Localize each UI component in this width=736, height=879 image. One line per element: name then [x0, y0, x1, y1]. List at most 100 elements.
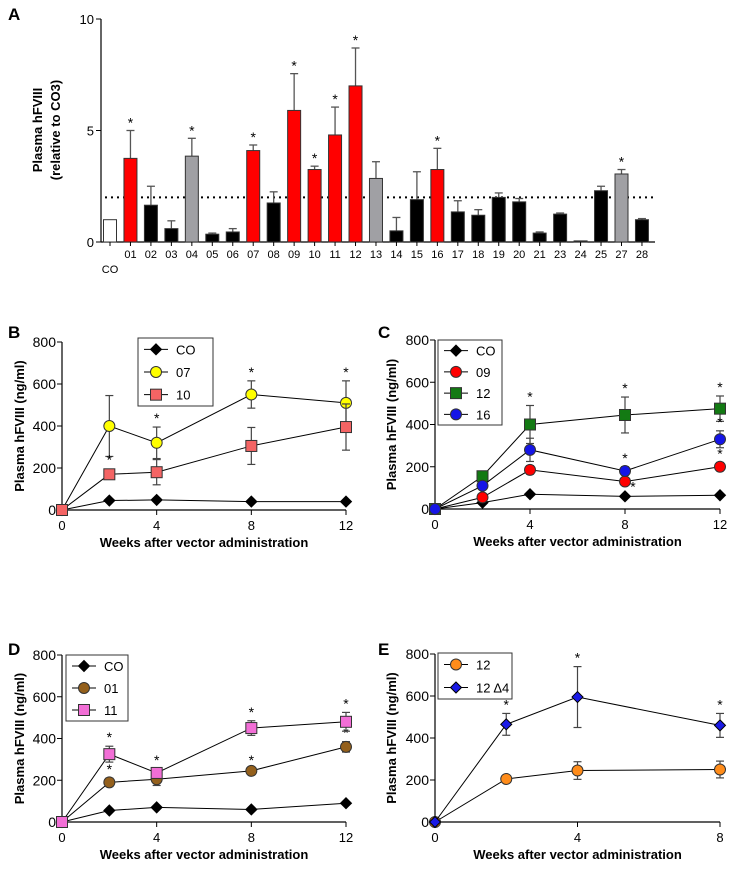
- bar-16: [430, 169, 445, 243]
- x-tick-label: 14: [390, 249, 402, 261]
- significance-star: *: [717, 379, 723, 395]
- bar-11: [328, 134, 343, 243]
- x-tick-label: 08: [268, 249, 280, 261]
- x-tick-label: 04: [186, 249, 198, 261]
- series-CO: [55, 493, 353, 517]
- y-tick-label: 800: [406, 332, 430, 348]
- data-point: [524, 443, 536, 456]
- bar-04: [184, 155, 199, 243]
- x-tick-label: 06: [227, 249, 239, 261]
- significance-star: *: [622, 450, 628, 466]
- y-tick-label: 0: [421, 814, 429, 830]
- legend-marker: [450, 408, 462, 421]
- significance-star: *: [128, 115, 134, 131]
- x-tick-label: 0: [431, 830, 438, 845]
- legend-box: [437, 652, 513, 700]
- series-line: [61, 721, 347, 823]
- significance-star: *: [343, 364, 349, 380]
- y-tick-label: 600: [406, 374, 430, 390]
- data-point: [245, 495, 258, 508]
- y-tick-label: 200: [406, 772, 430, 788]
- bar-09: [287, 109, 302, 243]
- x-tick-label: 8: [621, 517, 628, 532]
- data-point: [618, 490, 632, 503]
- y-tick-label: 800: [406, 646, 430, 662]
- y-tick-label: 600: [406, 688, 430, 704]
- bar-03: [164, 228, 179, 243]
- data-point: [245, 764, 258, 777]
- y-tick-label: 0: [48, 814, 56, 830]
- x-tick-label: 8: [248, 830, 255, 845]
- bar-02: [143, 204, 158, 243]
- series-12-Δ4: * * *: [428, 650, 727, 829]
- significance-star: *: [717, 446, 723, 462]
- x-tick-label: 10: [308, 249, 320, 261]
- bar-15: [409, 199, 424, 243]
- x-tick-label: 11: [329, 249, 340, 261]
- data-point: [476, 491, 489, 504]
- data-point: [714, 763, 726, 776]
- x-axis-label: Weeks after vector administration: [100, 847, 309, 862]
- bar-13: [368, 177, 383, 243]
- significance-star: *: [343, 695, 349, 711]
- x-axis-label: Weeks after vector administration: [473, 534, 682, 549]
- x-tick-label: 0: [431, 517, 438, 532]
- series-CO: [55, 797, 353, 829]
- x-tick-label: 09: [288, 249, 300, 261]
- data-point: [500, 718, 513, 731]
- legend-box: [437, 339, 503, 426]
- legend-marker: [449, 344, 463, 357]
- x-tick-label: 23: [554, 249, 566, 261]
- x-axis-label: Weeks after vector administration: [100, 535, 309, 550]
- y-axis-sublabel: (relative to CO3): [48, 80, 63, 180]
- x-tick-label: 4: [526, 517, 533, 532]
- data-point: [340, 740, 352, 753]
- bar-06: [225, 231, 240, 243]
- legend-label: CO: [476, 344, 496, 359]
- legend-label: 01: [104, 681, 118, 696]
- data-point: [150, 801, 163, 814]
- significance-star: *: [249, 364, 255, 380]
- series-line: [61, 393, 347, 511]
- data-point: [150, 436, 163, 449]
- series-CO: [428, 488, 727, 516]
- significance-star: *: [504, 696, 510, 712]
- data-point: [619, 475, 631, 488]
- x-tick-label: 17: [452, 249, 464, 261]
- legend: CO 07 10: [137, 337, 214, 407]
- bar-CO: [103, 219, 117, 243]
- data-point: [103, 420, 116, 432]
- panel-label: B: [8, 323, 20, 342]
- data-point: [339, 495, 353, 508]
- x-tick-label: 8: [716, 830, 723, 845]
- legend-label: 16: [476, 407, 490, 422]
- significance-star: *: [622, 380, 628, 396]
- bar-27: [614, 173, 629, 243]
- legend-label: 11: [104, 703, 118, 718]
- series-10: *: [56, 403, 352, 516]
- x-tick-label: 28: [636, 249, 648, 261]
- panel-d: D 0 200 400 600 800 0 4 8 12 Weeks after vector ad…: [8, 640, 353, 862]
- y-tick-label: 800: [33, 334, 57, 350]
- legend: CO 09 12 16: [437, 339, 503, 426]
- legend-label: 12: [476, 658, 490, 673]
- legend-label: CO: [104, 659, 124, 674]
- data-point: [524, 418, 536, 431]
- legend-marker: [77, 659, 91, 673]
- data-point: [619, 408, 631, 421]
- data-point: [713, 489, 727, 502]
- series-line: [61, 802, 347, 823]
- x-tick-label: 0: [58, 830, 65, 845]
- panel-label: C: [378, 323, 390, 342]
- data-point: [56, 504, 68, 516]
- data-point: [713, 719, 727, 732]
- data-point: [150, 766, 163, 779]
- data-point: [571, 690, 584, 704]
- x-tick-label: 8: [248, 518, 255, 533]
- data-point: [714, 402, 726, 415]
- legend-marker: [149, 343, 163, 356]
- bar-21: [532, 232, 547, 243]
- significance-star: *: [189, 122, 195, 138]
- bar-07: [246, 150, 261, 243]
- data-point: [245, 388, 258, 401]
